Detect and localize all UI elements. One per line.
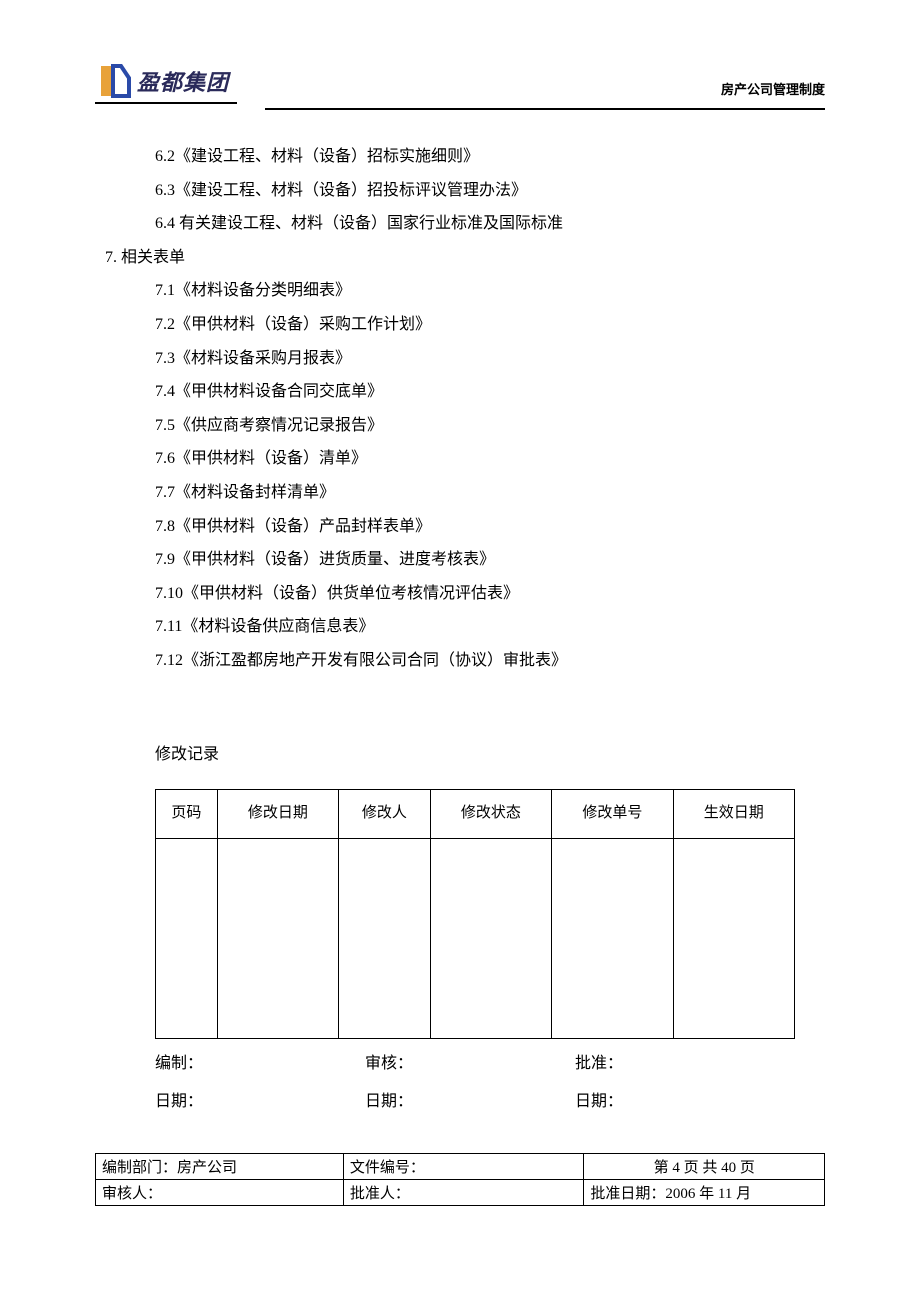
footer-cell: 编制部门：房产公司 (96, 1154, 344, 1180)
sign-label: 日期： (155, 1083, 365, 1121)
table-cell (156, 838, 218, 1038)
revision-record-title: 修改记录 (95, 738, 825, 772)
list-item: 7.12《浙江盈都房地产开发有限公司合同（协议）审批表》 (95, 644, 825, 678)
logo-icon (99, 64, 131, 98)
list-item: 7.3《材料设备采购月报表》 (95, 342, 825, 376)
footer-cell: 第 4 页 共 40 页 (584, 1154, 825, 1180)
table-header: 页码 (156, 790, 218, 839)
list-item: 7.11《材料设备供应商信息表》 (95, 610, 825, 644)
table-header: 修改状态 (430, 790, 551, 839)
list-item: 7.2《甲供材料（设备）采购工作计划》 (95, 308, 825, 342)
signature-row: 编制： 审核： 批准： (155, 1045, 825, 1083)
header-divider (265, 108, 825, 110)
list-item: 7.4《甲供材料设备合同交底单》 (95, 375, 825, 409)
revision-record-table: 页码 修改日期 修改人 修改状态 修改单号 生效日期 (155, 789, 795, 1039)
list-item: 7.5《供应商考察情况记录报告》 (95, 409, 825, 443)
footer-cell: 批准人： (343, 1180, 584, 1206)
table-cell (552, 838, 673, 1038)
table-header: 生效日期 (673, 790, 794, 839)
sign-label: 日期： (365, 1083, 575, 1121)
table-cell (430, 838, 551, 1038)
list-item: 6.3《建设工程、材料（设备）招投标评议管理办法》 (95, 174, 825, 208)
table-header: 修改日期 (217, 790, 338, 839)
table-cell (217, 838, 338, 1038)
sign-label: 批准： (575, 1045, 785, 1083)
table-cell (339, 838, 431, 1038)
sign-label: 日期： (575, 1083, 785, 1121)
list-item: 7.7《材料设备封样清单》 (95, 476, 825, 510)
list-item: 7.8《甲供材料（设备）产品封样表单》 (95, 510, 825, 544)
footer-table: 编制部门：房产公司 文件编号： 第 4 页 共 40 页 审核人： 批准人： 批… (95, 1153, 825, 1206)
table-cell (673, 838, 794, 1038)
footer-cell: 批准日期：2006 年 11 月 (584, 1180, 825, 1206)
list-item: 7.6《甲供材料（设备）清单》 (95, 442, 825, 476)
list-item: 7.10《甲供材料（设备）供货单位考核情况评估表》 (95, 577, 825, 611)
signature-row: 日期： 日期： 日期： (155, 1083, 825, 1121)
list-item: 6.2《建设工程、材料（设备）招标实施细则》 (95, 140, 825, 174)
footer-cell: 文件编号： (343, 1154, 584, 1180)
footer-cell: 审核人： (96, 1180, 344, 1206)
company-logo: 盈都集团 (95, 60, 237, 104)
body-text: 6.2《建设工程、材料（设备）招标实施细则》 6.3《建设工程、材料（设备）招投… (95, 140, 825, 1121)
sign-label: 编制： (155, 1045, 365, 1083)
logo-text: 盈都集团 (137, 65, 229, 97)
table-header: 修改单号 (552, 790, 673, 839)
table-header: 修改人 (339, 790, 431, 839)
list-item: 6.4 有关建设工程、材料（设备）国家行业标准及国际标准 (95, 207, 825, 241)
doc-category-title: 房产公司管理制度 (721, 79, 825, 104)
sign-label: 审核： (365, 1045, 575, 1083)
list-item: 7.9《甲供材料（设备）进货质量、进度考核表》 (95, 543, 825, 577)
list-heading: 7. 相关表单 (95, 241, 825, 275)
list-item: 7.1《材料设备分类明细表》 (95, 274, 825, 308)
